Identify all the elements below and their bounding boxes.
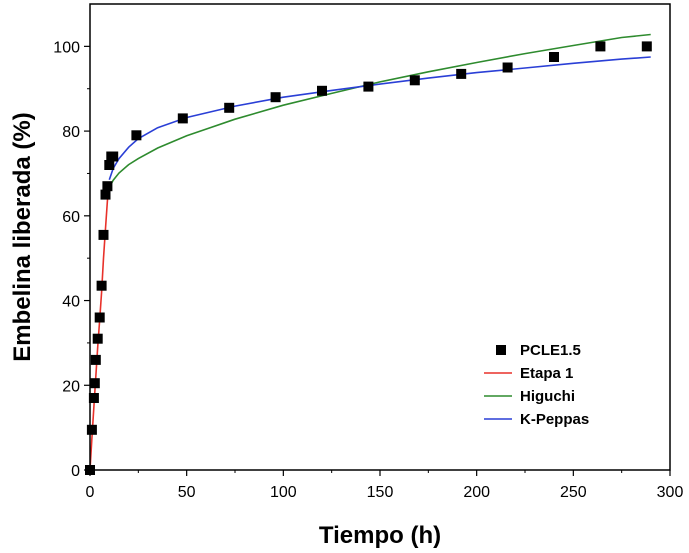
y-tick-label: 20 — [62, 378, 80, 395]
data-point — [102, 181, 113, 192]
x-tick-label: 300 — [657, 484, 684, 501]
axis-ticks: 0 50 100 150 200 250 300 0 20 40 60 80 100 — [53, 39, 683, 501]
x-tick-label: 50 — [178, 484, 196, 501]
data-point — [131, 130, 142, 141]
data-point — [94, 312, 105, 323]
x-tick-label: 200 — [463, 484, 490, 501]
x-tick-label: 250 — [560, 484, 587, 501]
data-point — [363, 81, 374, 92]
y-tick-label: 60 — [62, 209, 80, 226]
data-point — [104, 160, 115, 170]
legend-label-kpeppas: K-Peppas — [520, 411, 589, 428]
data-point — [92, 333, 103, 344]
data-point — [502, 62, 513, 73]
legend-label-pcle: PCLE1.5 — [520, 342, 581, 359]
legend-label-higuchi: Higuchi — [520, 388, 575, 405]
plot-marks — [85, 33, 652, 475]
data-point — [96, 280, 107, 291]
data-point — [641, 41, 652, 52]
legend-marker-pcle — [496, 345, 506, 355]
data-point — [108, 151, 119, 162]
legend: PCLE1.5 Etapa 1 Higuchi K-Peppas — [484, 342, 589, 428]
kpeppas-line — [108, 56, 651, 181]
data-point — [224, 102, 235, 113]
data-point — [177, 113, 188, 124]
legend-label-etapa1: Etapa 1 — [520, 365, 573, 382]
x-tick-label: 100 — [270, 484, 297, 501]
data-point — [86, 424, 97, 435]
data-point — [89, 378, 100, 389]
data-point — [456, 68, 467, 79]
data-point — [100, 189, 111, 200]
data-point — [88, 393, 99, 403]
data-point — [409, 75, 420, 86]
higuchi-line — [108, 33, 651, 188]
y-tick-label: 40 — [62, 294, 80, 311]
x-axis-title: Tiempo (h) — [319, 522, 441, 549]
y-tick-label: 100 — [53, 39, 80, 56]
data-point — [549, 52, 559, 62]
x-tick-label: 150 — [367, 484, 394, 501]
y-axis-title: Embelina liberada (%) — [9, 112, 36, 361]
data-point — [595, 41, 606, 52]
y-tick-label: 0 — [71, 463, 80, 480]
plot-frame — [89, 3, 671, 471]
data-point — [317, 85, 327, 96]
x-tick-label: 0 — [86, 484, 95, 501]
y-tick-label: 80 — [62, 124, 80, 141]
data-point — [270, 92, 281, 103]
data-point — [90, 354, 101, 365]
data-point — [98, 229, 109, 240]
